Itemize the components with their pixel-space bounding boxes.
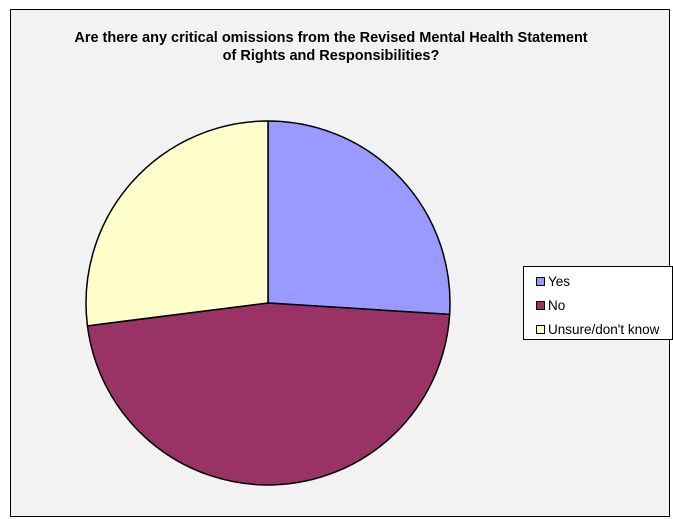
legend-swatch-yes [536, 276, 545, 286]
legend-item-no: No [524, 293, 672, 317]
legend-label-yes: Yes [548, 273, 571, 289]
legend-label-no: No [548, 297, 566, 313]
chart-title: Are there any critical omissions from th… [74, 30, 588, 64]
pie-chart [85, 120, 451, 486]
pie-slice-no [86, 302, 451, 486]
pie-slice-yes [267, 120, 451, 316]
legend-swatch-unsure [536, 324, 545, 334]
pie-slice-unsure [85, 120, 269, 327]
legend-label-unsure: Unsure/don't know [548, 321, 660, 337]
chart-area: Are there any critical omissions from th… [10, 9, 673, 517]
legend-swatch-no [536, 300, 545, 310]
legend-item-unsure: Unsure/don't know [524, 317, 672, 341]
chart-legend: Yes No Unsure/don't know [523, 266, 673, 340]
legend-item-yes: Yes [524, 269, 672, 293]
